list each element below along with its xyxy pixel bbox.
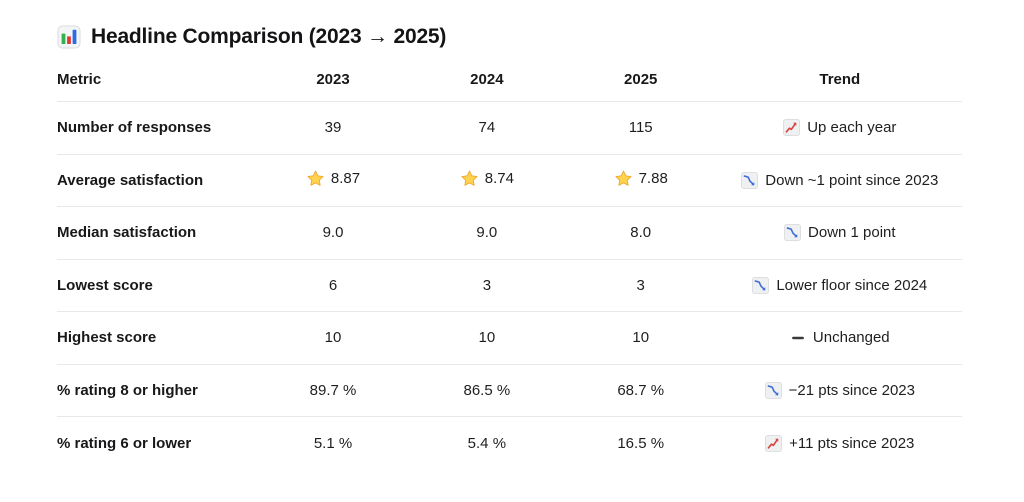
value-2025: 10: [632, 329, 650, 347]
metric-label: Number of responses: [57, 119, 212, 137]
value-2024: 86.5 %: [463, 381, 511, 399]
table-row: % rating 8 or higher 89.7 % 86.5 % 68.7 % −…: [57, 365, 962, 417]
metric-label: % rating 8 or higher: [57, 381, 198, 399]
value-2025: 7.88: [564, 169, 718, 192]
page-title: Headline Comparison (2023 → 2025): [91, 25, 447, 48]
trend-label: Down 1 point: [808, 224, 896, 242]
value-2023: 89.7 %: [309, 381, 357, 399]
column-header-2023: 2023: [316, 71, 350, 88]
value-2025: 3: [636, 276, 645, 294]
value-2023: 9.0: [322, 224, 344, 242]
trend-label: Lower floor since 2024: [776, 276, 928, 294]
chart-up-icon: [783, 119, 801, 137]
chart-down-icon: [764, 381, 782, 399]
table-body: Number of responses 39 74 115 Up each year A…: [57, 102, 962, 470]
value-2025: 16.5 %: [617, 434, 665, 452]
value-2024: 3: [482, 276, 492, 294]
bar-chart-icon: [57, 25, 81, 49]
trend-cell: Unchanged: [718, 329, 962, 346]
trend-cell: −21 pts since 2023: [718, 381, 962, 399]
value-2023: 6: [328, 276, 338, 294]
metric-label: Median satisfaction: [57, 224, 197, 242]
value-2023: 8.87: [256, 169, 410, 192]
chart-down-icon: [752, 276, 770, 294]
column-header-2024: 2024: [470, 71, 504, 88]
minus-icon: [792, 336, 804, 339]
value-2024: 10: [478, 329, 496, 347]
metric-label: Highest score: [57, 329, 157, 347]
value-2024: 5.4 %: [467, 434, 507, 452]
metric-label: % rating 6 or lower: [57, 434, 192, 452]
table-row: Median satisfaction 9.0 9.0 8.0 Down 1 poin…: [57, 207, 962, 260]
column-header-metric: Metric: [57, 71, 102, 88]
value-2023: 5.1 %: [313, 434, 353, 452]
value-2025: 68.7 %: [617, 381, 665, 399]
chart-down-icon: [741, 171, 759, 189]
table-header-row: Metric 2023 2024 2025 Trend: [57, 58, 962, 102]
trend-label: Unchanged: [812, 329, 890, 347]
metric-label: Lowest score: [57, 276, 153, 294]
value-2024: 8.74: [410, 169, 564, 192]
comparison-table-panel: Headline Comparison (2023 → 2025) Metric…: [57, 22, 962, 470]
star-icon: [461, 170, 478, 186]
value-2025: 8.0: [630, 224, 652, 242]
chart-up-icon: [765, 434, 783, 452]
trend-cell: Down ~1 point since 2023: [718, 171, 962, 189]
value-2025: 115: [628, 119, 653, 137]
value-2023: 39: [324, 119, 342, 137]
column-header-2025: 2025: [624, 71, 658, 88]
trend-label: +11 pts since 2023: [789, 434, 915, 452]
value-2024: 9.0: [476, 224, 498, 242]
trend-label: Up each year: [807, 119, 897, 137]
column-header-trend: Trend: [819, 71, 861, 88]
star-icon: [307, 170, 324, 186]
comparison-table: Metric 2023 2024 2025 Trend Number of re…: [57, 58, 962, 470]
trend-cell: Lower floor since 2024: [718, 276, 962, 294]
value-2023: 10: [324, 329, 342, 347]
table-row: % rating 6 or lower 5.1 % 5.4 % 16.5 % +11 …: [57, 417, 962, 470]
trend-cell: Down 1 point: [718, 224, 962, 242]
metric-label: Average satisfaction: [57, 171, 204, 189]
value-2024: 74: [478, 119, 496, 137]
table-row: Number of responses 39 74 115 Up each year: [57, 102, 962, 155]
trend-cell: +11 pts since 2023: [718, 434, 962, 452]
title-row: Headline Comparison (2023 → 2025): [57, 22, 962, 52]
trend-cell: Up each year: [718, 119, 962, 137]
star-icon: [615, 170, 632, 186]
trend-label: −21 pts since 2023: [788, 381, 915, 399]
table-row: Average satisfaction 8.87 8.74 7.88 Down…: [57, 155, 962, 207]
trend-label: Down ~1 point since 2023: [765, 171, 939, 189]
chart-down-icon: [784, 224, 802, 242]
table-row: Highest score 10 10 10 Unchanged: [57, 312, 962, 365]
table-row: Lowest score 6 3 3 Lower floor since 2024: [57, 260, 962, 312]
